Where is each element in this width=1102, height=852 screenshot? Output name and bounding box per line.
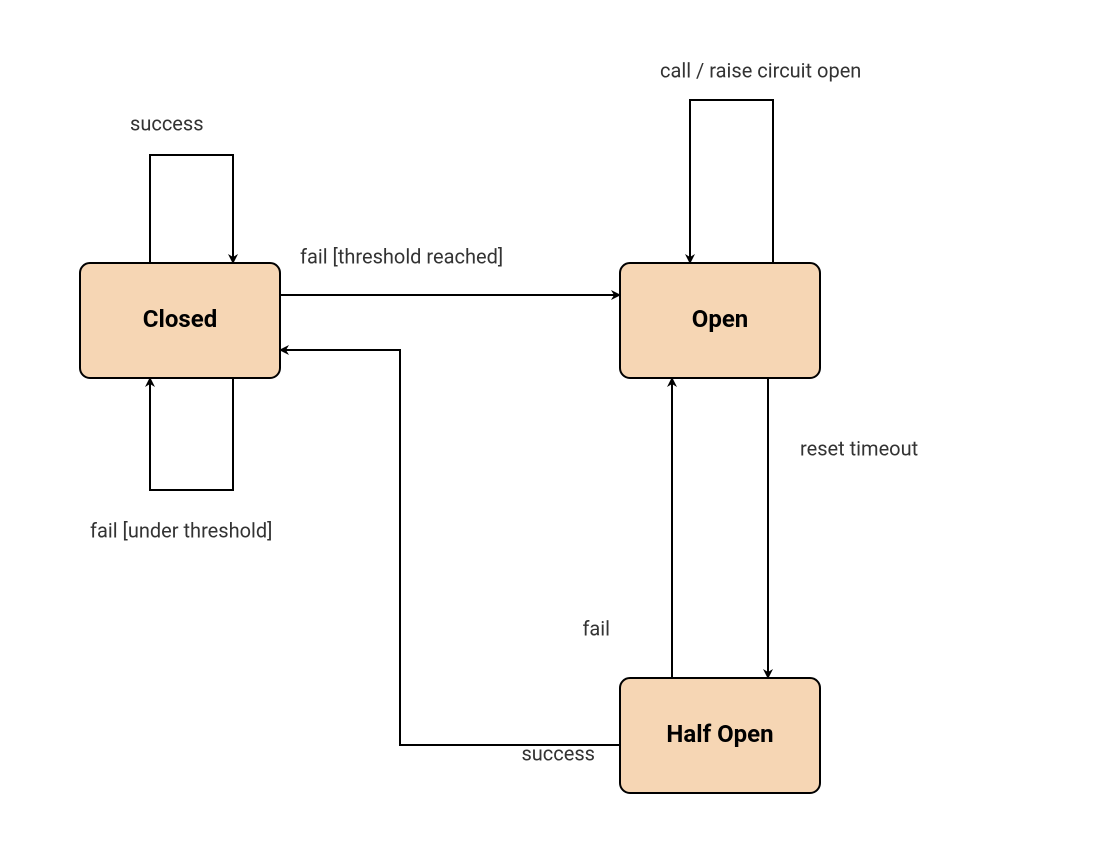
state-node-closed: Closed <box>80 263 280 378</box>
circuit-breaker-state-diagram: success fail [under threshold] fail [thres… <box>0 0 1102 852</box>
edge-halfopen-to-closed-success <box>280 350 620 745</box>
edge-label-halfopen-to-closed-success: success <box>521 741 595 765</box>
edge-open-call-self <box>690 100 773 263</box>
state-label-open: Open <box>692 305 748 333</box>
edge-label-closed-success-self: success <box>130 111 204 135</box>
edge-label-halfopen-to-open-fail: fail <box>582 616 610 640</box>
edge-closed-success-self <box>150 155 233 263</box>
edge-label-open-to-halfopen: reset timeout <box>800 436 918 460</box>
edge-label-closed-fail-under-self: fail [under threshold] <box>90 518 272 542</box>
edge-label-closed-to-open: fail [threshold reached] <box>300 244 503 268</box>
state-label-halfopen: Half Open <box>666 720 773 748</box>
edge-label-open-call-self: call / raise circuit open <box>660 58 861 82</box>
state-label-closed: Closed <box>143 305 217 333</box>
edge-closed-fail-under-self <box>150 378 233 490</box>
state-node-open: Open <box>620 263 820 378</box>
state-node-halfopen: Half Open <box>620 678 820 793</box>
